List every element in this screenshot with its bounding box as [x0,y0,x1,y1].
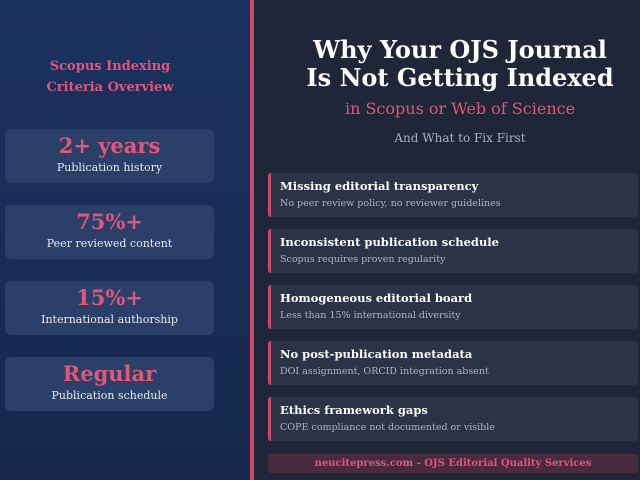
tagline: And What to Fix First [394,131,526,145]
issue-description: Scopus requires proven regularity [280,254,446,265]
sidebar-title-line: Scopus Indexing [49,59,171,74]
issue-description: DOI assignment, ORCID integration absent [280,366,489,377]
stat-card: 75%+ Peer reviewed content [5,205,214,259]
issue-title: Inconsistent publication schedule [280,235,499,249]
title-line: Is Not Getting Indexed [306,63,614,92]
stat-card: Regular Publication schedule [5,357,214,411]
stat-value: Regular [62,361,157,386]
stat-label: Peer reviewed content [46,237,173,250]
issue-description: COPE compliance not documented or visibl… [280,422,495,433]
sidebar-title-line: Criteria Overview [46,80,174,95]
title-line: Why Your OJS Journal [313,35,607,64]
issue-card: No post-publication metadata DOI assignme… [268,341,638,385]
issue-card: Homogeneous editorial board Less than 15%… [268,285,638,329]
stat-card: 2+ years Publication history [5,129,214,183]
footer: neucitepress.com - OJS Editorial Quality… [268,454,638,473]
issue-title: Missing editorial transparency [280,179,479,193]
stat-value: 15%+ [76,285,143,310]
subtitle: in Scopus or Web of Science [344,99,576,118]
issue-description: No peer review policy, no reviewer guide… [280,198,501,209]
issue-title: No post-publication metadata [280,347,473,361]
stat-value: 75%+ [76,209,143,234]
issue-title: Homogeneous editorial board [280,291,473,305]
stat-card: 15%+ International authorship [5,281,214,335]
stat-label: International authorship [41,313,178,326]
issue-description: Less than 15% international diversity [280,310,461,321]
issue-card: Ethics framework gaps COPE compliance not… [268,397,638,441]
stat-value: 2+ years [58,133,161,158]
issue-card: Missing editorial transparency No peer re… [268,173,638,217]
issue-card: Inconsistent publication schedule Scopus … [268,229,638,273]
divider [250,0,254,480]
stat-label: Publication schedule [51,389,168,402]
stat-label: Publication history [56,161,163,174]
issue-title: Ethics framework gaps [280,403,428,417]
sidebar-title: Scopus Indexing Criteria Overview [0,56,220,98]
main-title: Why Your OJS Journal Is Not Getting Inde… [280,36,640,92]
